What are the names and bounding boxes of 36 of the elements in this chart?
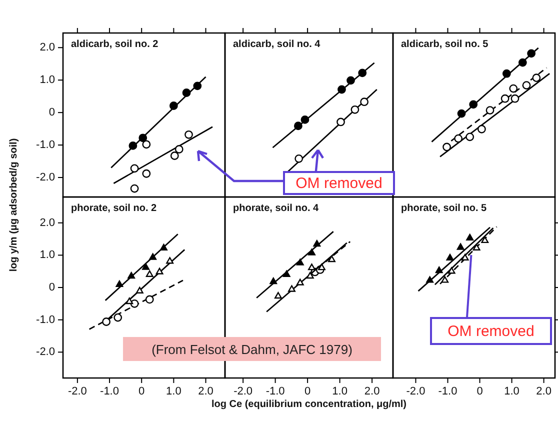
callout-box: OM removed: [430, 317, 552, 345]
caption-box: (From Felsot & Dahm, JAFC 1979): [123, 337, 381, 361]
y-tick-label: 1.0: [40, 74, 55, 86]
text: aldicarb, soil no. 4: [233, 38, 321, 50]
x-tick-label: 0: [476, 386, 483, 398]
x-tick-label: -2.0: [234, 386, 253, 398]
x-tick-label: 1.0: [332, 386, 348, 398]
x-tick-label: -2.0: [68, 386, 87, 398]
y-tick-label: -1.0: [36, 314, 55, 326]
y-tick-label: -1.0: [36, 139, 55, 152]
y-tick-label: -2.0: [36, 346, 55, 358]
y-tick-label: 2.0: [40, 42, 55, 54]
y-tick-label: 0: [48, 282, 55, 294]
y-axis-title: log y/m (μg adsorbed/g soil): [8, 138, 20, 272]
x-tick-label: -2.0: [406, 386, 426, 398]
x-axis-title: log Ce (equilibrium concentration, μg/ml): [211, 399, 407, 410]
y-tick-label: 2.0: [40, 216, 55, 229]
x-tick-label: -1.0: [100, 386, 119, 398]
x-tick-label: 1.0: [504, 386, 520, 398]
x-tick-label: 1.0: [166, 386, 182, 398]
x-tick-label: 2.0: [198, 386, 214, 398]
x-tick-label: 2.0: [536, 386, 552, 398]
text: aldicarb, soil no. 2: [71, 38, 159, 50]
x-tick-label: 0: [304, 386, 311, 398]
text: phorate, soil no. 4: [233, 202, 320, 214]
callout-box: OM removed: [283, 171, 395, 195]
x-tick-label: -1.0: [438, 386, 458, 398]
x-tick-label: -1.0: [266, 386, 285, 398]
x-tick-label: 2.0: [364, 386, 380, 398]
text: phorate, soil no. 5: [401, 202, 488, 214]
y-tick-label: 1.0: [40, 249, 55, 262]
y-tick-label: 0: [48, 106, 55, 119]
y-tick-label: -2.0: [36, 172, 55, 184]
text: aldicarb, soil no. 5: [401, 38, 489, 50]
x-tick-label: 0: [138, 386, 145, 398]
text: phorate, soil no. 2: [71, 202, 158, 214]
